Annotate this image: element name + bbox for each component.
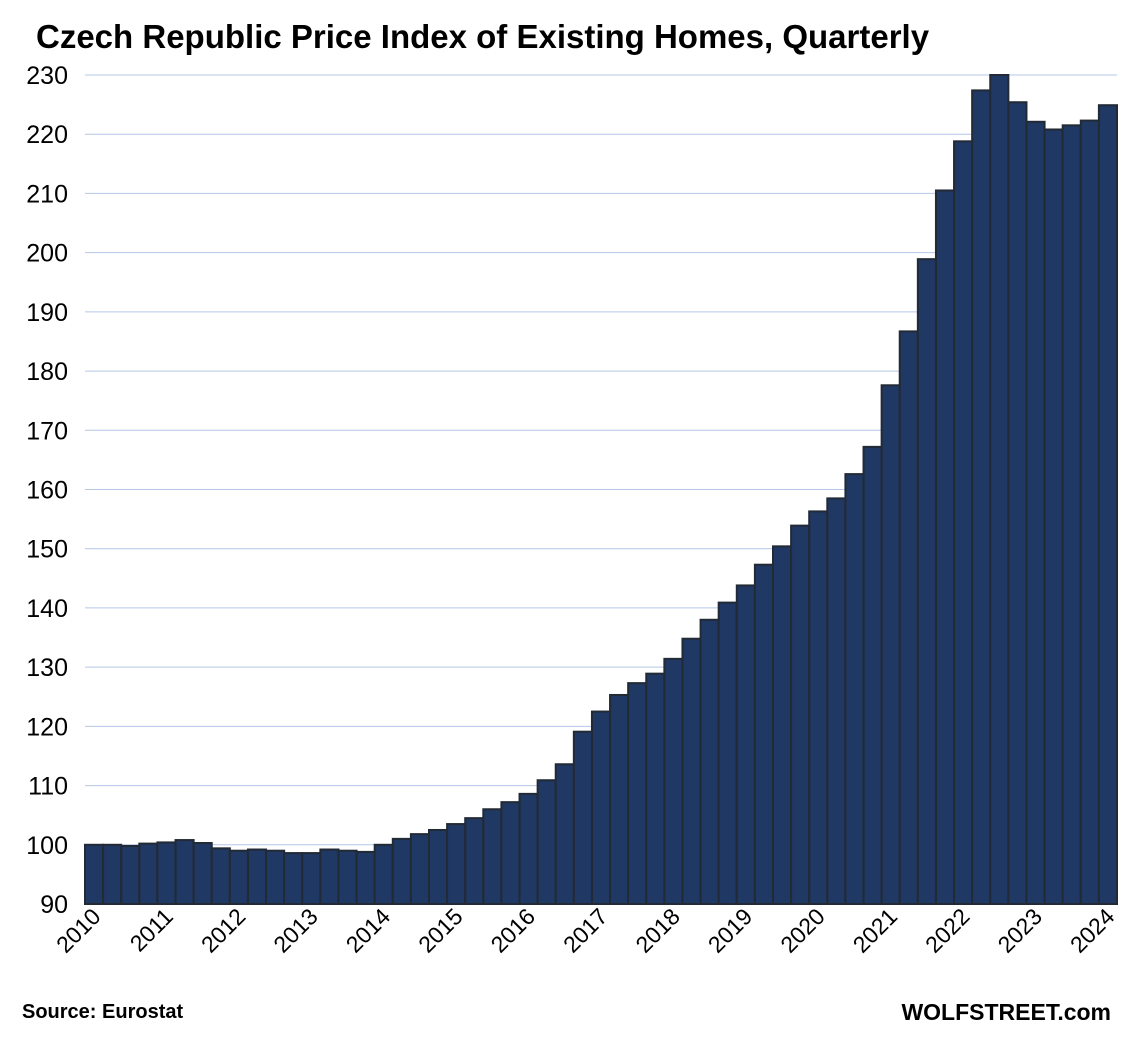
bar-2023Q2 — [1043, 128, 1064, 905]
x-tick-label: 2022 — [920, 903, 975, 958]
bar-2014Q1 — [373, 843, 394, 905]
bar-2014Q3 — [409, 833, 431, 905]
bar-2022Q1 — [953, 140, 974, 905]
bar-2017Q4 — [645, 672, 666, 905]
bar-2021Q3 — [916, 258, 937, 905]
x-tick-label: 2023 — [992, 903, 1047, 958]
y-tick-label: 220 — [26, 121, 68, 149]
bar-2022Q3 — [989, 74, 1010, 905]
bar-2014Q4 — [428, 828, 449, 905]
bar-2019Q4 — [790, 524, 811, 905]
bar-2010Q2 — [102, 843, 123, 905]
x-tick-label: 2012 — [196, 903, 251, 958]
bar-2010Q4 — [138, 842, 159, 906]
y-tick-label: 100 — [26, 832, 68, 860]
bar-2015Q1 — [446, 823, 467, 906]
bar-2015Q3 — [482, 808, 503, 905]
bar-2016Q3 — [554, 763, 575, 905]
bar-2010Q3 — [120, 844, 141, 905]
y-tick-label: 90 — [40, 891, 68, 919]
x-tick-label: 2017 — [558, 903, 613, 958]
bar-2018Q2 — [681, 637, 702, 905]
bar-2021Q1 — [880, 384, 901, 906]
y-tick-label: 140 — [26, 595, 68, 623]
source-label: Source: Eurostat — [22, 1001, 184, 1023]
bar-2019Q3 — [772, 545, 793, 905]
bar-2013Q1 — [301, 852, 322, 906]
bar-2013Q3 — [337, 849, 358, 906]
brand-label: WOLFSTREET.com — [901, 999, 1111, 1025]
bar-2011Q3 — [192, 842, 213, 905]
bar-2011Q1 — [156, 841, 177, 905]
bar-2022Q4 — [1007, 101, 1028, 905]
bar-2012Q1 — [228, 849, 249, 906]
bar-2017Q2 — [609, 693, 630, 905]
bar-2015Q2 — [464, 817, 485, 905]
bar-2023Q1 — [1025, 120, 1046, 905]
y-tick-label: 120 — [26, 713, 68, 741]
bar-2019Q1 — [735, 584, 756, 905]
bar-2020Q2 — [826, 497, 847, 905]
bar-2017Q1 — [590, 710, 612, 906]
bar-2014Q2 — [391, 837, 412, 905]
bar-2021Q4 — [934, 189, 956, 906]
bar-2017Q3 — [627, 682, 648, 906]
bar-2015Q4 — [500, 801, 521, 905]
x-tick-label: 2015 — [413, 903, 468, 958]
bar-2021Q2 — [898, 330, 919, 906]
bar-2013Q4 — [355, 850, 376, 905]
y-tick-label: 210 — [26, 180, 68, 208]
x-tick-label: 2011 — [125, 903, 178, 956]
x-tick-label: 2021 — [848, 903, 903, 958]
bar-2018Q4 — [717, 601, 738, 906]
x-tick-label: 2020 — [775, 903, 830, 958]
y-tick-label: 230 — [26, 62, 68, 90]
y-tick-label: 200 — [26, 240, 68, 268]
y-tick-label: 170 — [26, 417, 68, 445]
bar-2011Q4 — [210, 847, 231, 905]
y-tick-label: 160 — [26, 477, 68, 505]
x-tick-label: 2018 — [630, 903, 685, 958]
bar-2023Q4 — [1079, 119, 1100, 906]
bar-2022Q2 — [971, 89, 992, 906]
chart-title: Czech Republic Price Index of Existing H… — [36, 18, 930, 55]
bar-2023Q3 — [1061, 124, 1082, 905]
y-tick-label: 190 — [26, 299, 68, 327]
x-tick-label: 2013 — [268, 903, 323, 958]
x-tick-label: 2016 — [486, 903, 541, 958]
y-tick-label: 130 — [26, 654, 68, 682]
bar-2016Q4 — [572, 730, 593, 905]
x-tick-label: 2014 — [341, 903, 396, 958]
bar-2018Q3 — [699, 618, 720, 905]
bar-2024Q1 — [1097, 104, 1119, 906]
bar-2016Q1 — [518, 792, 539, 906]
bar-2010Q1 — [84, 843, 105, 905]
x-tick-label: 2024 — [1065, 903, 1120, 958]
bar-2016Q2 — [536, 779, 557, 905]
bar-2013Q2 — [319, 848, 340, 905]
bar-2012Q3 — [265, 849, 286, 906]
bar-2011Q2 — [174, 839, 195, 906]
bar-2020Q1 — [808, 510, 829, 905]
x-tick-label: 2019 — [703, 903, 758, 958]
bar-2018Q1 — [663, 657, 684, 905]
bar-2012Q2 — [246, 848, 268, 905]
bar-2020Q3 — [844, 473, 865, 905]
bar-2019Q2 — [753, 563, 774, 905]
y-tick-label: 110 — [28, 773, 68, 801]
y-tick-label: 180 — [26, 358, 68, 386]
bar-2012Q4 — [283, 852, 304, 906]
y-tick-label: 150 — [26, 536, 68, 564]
bar-2020Q4 — [862, 445, 883, 905]
